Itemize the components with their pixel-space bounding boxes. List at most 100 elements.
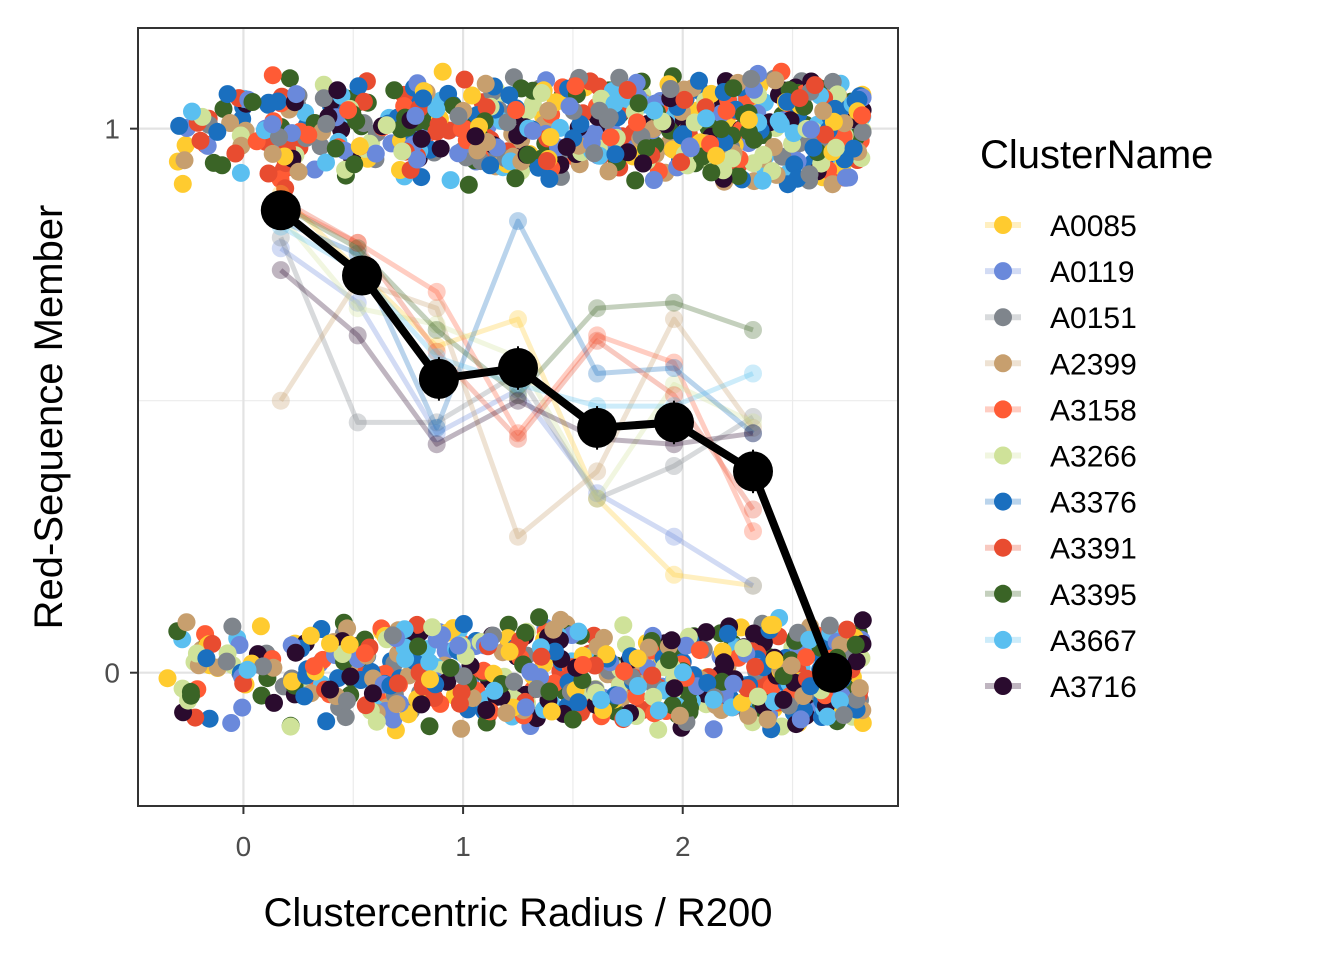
member-point — [523, 121, 542, 140]
member-point — [173, 174, 192, 193]
series-point — [509, 424, 527, 443]
series-point — [509, 391, 527, 410]
legend-item-A3667: A3667 — [985, 625, 1137, 658]
member-point — [414, 89, 433, 108]
series-point — [588, 484, 607, 503]
series-point — [588, 489, 607, 508]
member-point — [287, 85, 306, 104]
series-point — [744, 576, 762, 595]
member-point — [802, 120, 820, 139]
member-point — [204, 153, 223, 172]
member-point — [540, 169, 559, 188]
member-point — [251, 617, 270, 636]
series-point — [744, 576, 762, 595]
series-line — [279, 202, 754, 398]
member-point — [349, 77, 368, 96]
series-point — [744, 424, 762, 443]
member-point — [233, 698, 252, 717]
member-point — [649, 720, 668, 739]
member-point — [546, 642, 564, 661]
series-point — [348, 413, 367, 432]
member-point — [497, 704, 516, 722]
series-line — [279, 246, 755, 588]
member-point — [452, 683, 471, 702]
series-point — [665, 310, 683, 329]
mean-line — [260, 190, 853, 693]
member-point — [412, 129, 431, 148]
mean-point — [812, 652, 853, 693]
member-point — [714, 653, 733, 672]
series-point — [744, 413, 762, 432]
member-point — [463, 86, 481, 105]
series-point — [427, 413, 446, 432]
mean-point — [577, 407, 618, 448]
legend-key-point — [994, 262, 1012, 281]
member-point — [597, 645, 616, 664]
member-point — [254, 657, 272, 676]
legend-item-A3376: A3376 — [985, 487, 1137, 520]
y-axis-ticks: 01 — [104, 114, 138, 689]
legend-key-point — [994, 354, 1012, 373]
member-point — [500, 642, 519, 661]
series-point — [665, 386, 683, 405]
member-point — [466, 127, 485, 146]
member-point — [560, 97, 579, 116]
legend-label: A3391 — [1050, 533, 1137, 566]
member-point — [317, 153, 335, 172]
member-point — [516, 623, 535, 642]
member-point — [573, 656, 592, 674]
member-point — [341, 667, 360, 686]
member-point — [429, 115, 448, 134]
member-point — [571, 115, 590, 134]
member-point — [643, 666, 662, 685]
member-point — [449, 636, 468, 655]
member-point — [732, 693, 751, 712]
series-point — [427, 418, 446, 437]
member-point — [385, 81, 404, 100]
series-point — [665, 353, 683, 372]
mean-point — [654, 402, 694, 443]
member-point — [791, 710, 810, 729]
member-point — [317, 712, 336, 731]
member-point — [455, 70, 474, 89]
member-point — [661, 80, 680, 98]
member-point — [569, 693, 588, 712]
member-point — [505, 672, 523, 691]
member-point — [170, 116, 189, 135]
member-point — [774, 690, 793, 709]
member-point — [680, 137, 699, 156]
member-point — [614, 616, 633, 635]
member-point — [182, 686, 200, 705]
series-point — [744, 364, 762, 383]
member-point — [177, 613, 196, 632]
member-point — [707, 146, 726, 165]
member-point — [820, 616, 839, 635]
member-point — [499, 615, 518, 634]
series-point — [588, 489, 607, 508]
member-point — [628, 113, 646, 132]
series-point — [509, 429, 527, 448]
member-point — [203, 634, 222, 653]
series-point — [744, 321, 762, 339]
member-point — [281, 717, 300, 736]
panel-border — [137, 27, 899, 807]
member-point — [393, 142, 412, 161]
member-point — [355, 644, 374, 663]
legend-label: A3395 — [1050, 579, 1137, 612]
member-point — [766, 71, 785, 90]
legend-label: A3716 — [1050, 671, 1137, 704]
member-point — [158, 669, 177, 688]
legend-item-A3395: A3395 — [985, 579, 1137, 612]
member-point — [853, 611, 872, 630]
member-point — [408, 150, 427, 169]
member-point — [585, 144, 604, 163]
member-point — [649, 701, 668, 720]
member-point — [551, 610, 570, 629]
member-point — [729, 167, 748, 186]
y-tick-label: 0 — [104, 658, 120, 689]
member-point — [634, 154, 653, 173]
member-point — [441, 658, 460, 677]
x-axis-ticks: 0 1 2 — [236, 806, 691, 862]
member-point — [441, 171, 460, 190]
legend-item-A2399: A2399 — [985, 348, 1137, 381]
